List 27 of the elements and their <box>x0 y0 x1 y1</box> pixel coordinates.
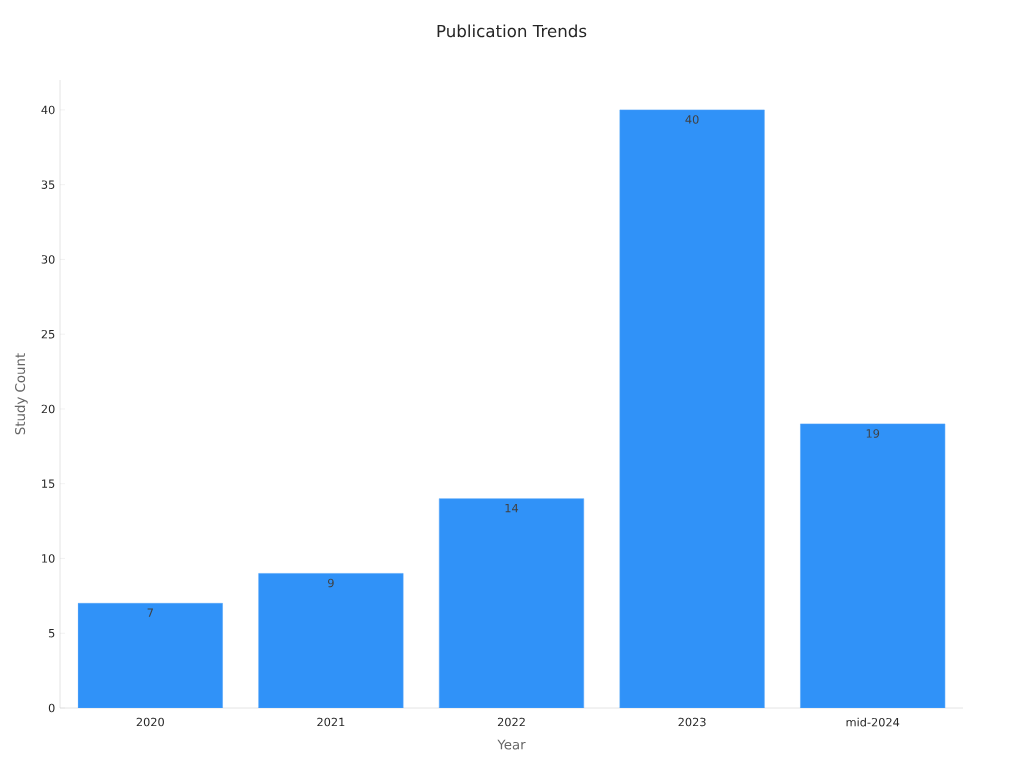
bar <box>619 109 765 708</box>
data-label: 7 <box>147 608 153 617</box>
y-tick-label: 40 <box>41 105 55 115</box>
y-tick-label: 25 <box>41 329 55 339</box>
y-tick-label: 20 <box>41 404 55 414</box>
x-axis-title: Year <box>497 739 526 750</box>
y-axis-title: Study Count <box>14 353 28 435</box>
data-label: 14 <box>505 503 519 513</box>
x-tick-label: 2022 <box>497 717 525 727</box>
y-tick-label: 15 <box>42 479 55 488</box>
data-label: 19 <box>866 429 880 438</box>
data-label: 9 <box>328 578 334 588</box>
y-tick-label: 35 <box>41 180 55 189</box>
x-tick-label: 2021 <box>317 717 345 727</box>
data-label: 40 <box>685 115 699 124</box>
y-tick-label: 30 <box>41 255 55 264</box>
x-tick-label: mid-2024 <box>846 717 900 727</box>
y-tick-label: 0 <box>48 703 55 713</box>
bar <box>438 498 585 708</box>
chart-title: Publication Trends <box>437 24 587 38</box>
bar <box>258 573 404 708</box>
x-tick-label: 2020 <box>136 717 164 727</box>
x-tick-label: 2023 <box>678 717 706 727</box>
y-tick-label: 5 <box>48 629 55 638</box>
y-tick-label: 10 <box>42 554 55 563</box>
bar <box>77 603 223 708</box>
bar <box>800 423 946 708</box>
